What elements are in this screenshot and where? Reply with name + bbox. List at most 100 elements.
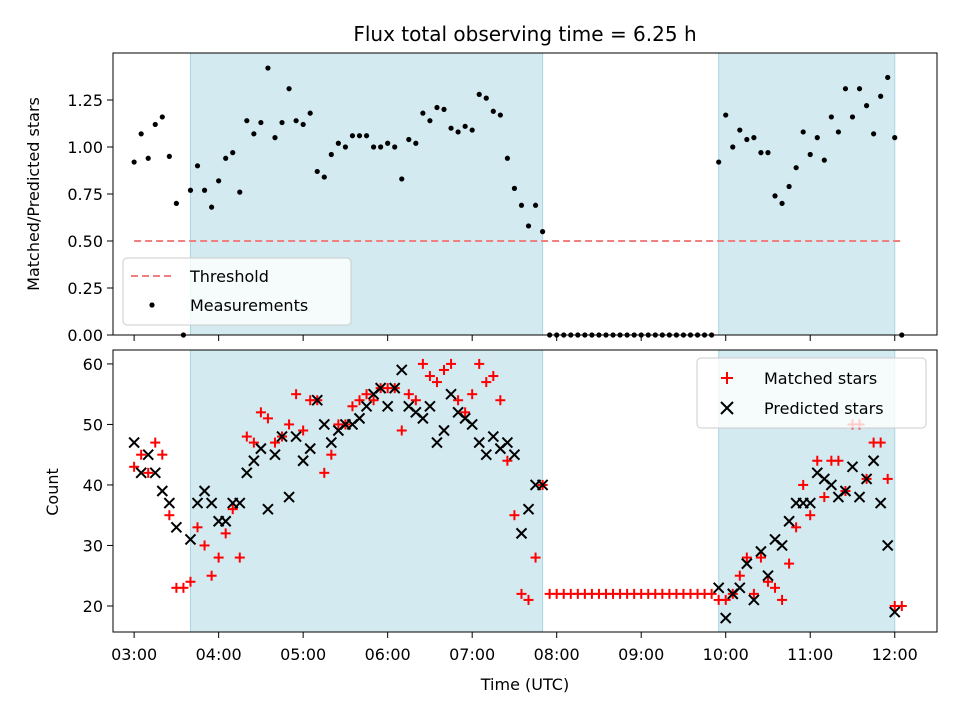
matched-star-point — [460, 407, 471, 418]
measurement-point — [307, 110, 313, 116]
predicted-star-point — [276, 430, 288, 443]
predicted-star-point — [424, 400, 436, 412]
legend-predicted-swatch — [720, 401, 734, 415]
y-tick-label: 1.25 — [67, 91, 103, 110]
measurement-point — [800, 129, 806, 135]
predicted-star-point — [170, 521, 183, 534]
measurement-point — [878, 93, 884, 99]
predicted-star-point — [874, 497, 887, 509]
predicted-star-point — [128, 436, 140, 449]
matched-star-point — [319, 467, 330, 478]
matched-star-point — [516, 588, 527, 599]
matched-star-point — [213, 552, 224, 563]
matched-star-point — [446, 358, 457, 369]
x-tick-label: 08:00 — [534, 645, 580, 664]
measurement-point — [518, 202, 525, 208]
matched-star-point — [248, 437, 259, 448]
matched-star-point — [284, 419, 295, 430]
measurement-point — [744, 136, 750, 143]
predicted-star-point — [438, 424, 450, 437]
measurement-point — [716, 159, 722, 165]
predicted-star-point — [262, 503, 274, 515]
predicted-star-point — [522, 503, 535, 515]
measurement-point — [427, 118, 433, 124]
measurement-point — [786, 183, 792, 190]
measurement-point — [885, 74, 891, 81]
measurement-point — [504, 155, 510, 161]
matched-star-point — [481, 377, 492, 388]
measurement-point — [145, 155, 151, 161]
matched-star-point — [157, 449, 168, 460]
matched-star-point — [164, 510, 175, 521]
matched-star-point — [439, 364, 450, 375]
matched-star-point — [424, 371, 435, 382]
top-legend: Threshold Measurements — [122, 257, 352, 326]
matched-star-point — [206, 570, 217, 581]
measurement-point — [511, 185, 518, 191]
measurement-point — [173, 200, 179, 206]
measurement-point — [490, 108, 496, 114]
legend-measurements-label: Measurements — [190, 296, 308, 315]
matched-star-point — [833, 455, 844, 466]
shaded-interval — [718, 53, 895, 335]
predicted-star-point — [417, 412, 429, 425]
legend-matched-label: Matched stars — [764, 369, 877, 388]
matched-star-point — [791, 522, 802, 533]
matched-star-point — [523, 594, 534, 605]
predicted-star-point — [431, 436, 443, 449]
measurement-point — [314, 168, 320, 175]
predicted-star-point — [755, 545, 767, 558]
predicted-star-point — [269, 448, 281, 461]
measurement-point — [476, 91, 482, 97]
bottom-y-axis-label: Count — [43, 468, 62, 516]
x-tick-label: 12:00 — [872, 645, 918, 664]
measurement-point — [849, 114, 856, 120]
matched-star-point — [882, 473, 893, 484]
predicted-star-point — [325, 436, 338, 449]
predicted-star-point — [255, 442, 267, 455]
matched-star-point — [241, 431, 252, 442]
measurement-point — [399, 176, 405, 182]
matched-star-point — [798, 479, 809, 490]
predicted-star-point — [825, 479, 838, 491]
measurement-point — [230, 150, 236, 156]
predicted-star-point — [783, 515, 795, 527]
measurement-point — [286, 86, 292, 92]
measurement-point — [497, 112, 503, 118]
predicted-star-point — [466, 418, 478, 431]
predicted-star-point — [853, 491, 866, 503]
matched-star-point — [777, 594, 788, 605]
y-tick-label: 30 — [83, 536, 103, 555]
measurement-point — [821, 157, 827, 163]
measurement-point — [392, 144, 398, 150]
predicted-star-point — [389, 382, 401, 394]
matched-star-point — [812, 455, 823, 466]
matched-star-point — [326, 449, 337, 460]
matched-star-point — [417, 358, 428, 369]
top-y-ticks: 0.00 0.25 0.50 0.75 1.00 1.25 — [67, 91, 113, 345]
top-shaded-intervals — [189, 53, 896, 335]
predicted-star-point — [234, 497, 246, 509]
predicted-star-point — [205, 497, 218, 509]
matched-star-point — [291, 389, 302, 400]
measurement-point — [159, 114, 165, 120]
measurement-point — [370, 144, 377, 150]
bottom-legend-box — [696, 357, 927, 429]
matched-star-point — [530, 552, 541, 563]
matched-star-point — [354, 395, 365, 406]
predicted-star-point — [191, 497, 204, 509]
measurement-point — [525, 223, 532, 229]
measurement-point — [540, 229, 546, 235]
x-tick-label: 09:00 — [618, 645, 664, 664]
measurement-point — [434, 104, 440, 111]
predicted-star-point — [804, 497, 816, 509]
matched-star-point — [396, 425, 407, 436]
measurement-point — [258, 119, 264, 126]
measurement-point — [842, 86, 849, 92]
predicted-star-point — [318, 418, 330, 431]
matched-star-point — [403, 389, 414, 400]
matched-star-point — [805, 510, 816, 521]
matched-star-point — [136, 449, 147, 460]
measurement-point — [378, 144, 384, 150]
